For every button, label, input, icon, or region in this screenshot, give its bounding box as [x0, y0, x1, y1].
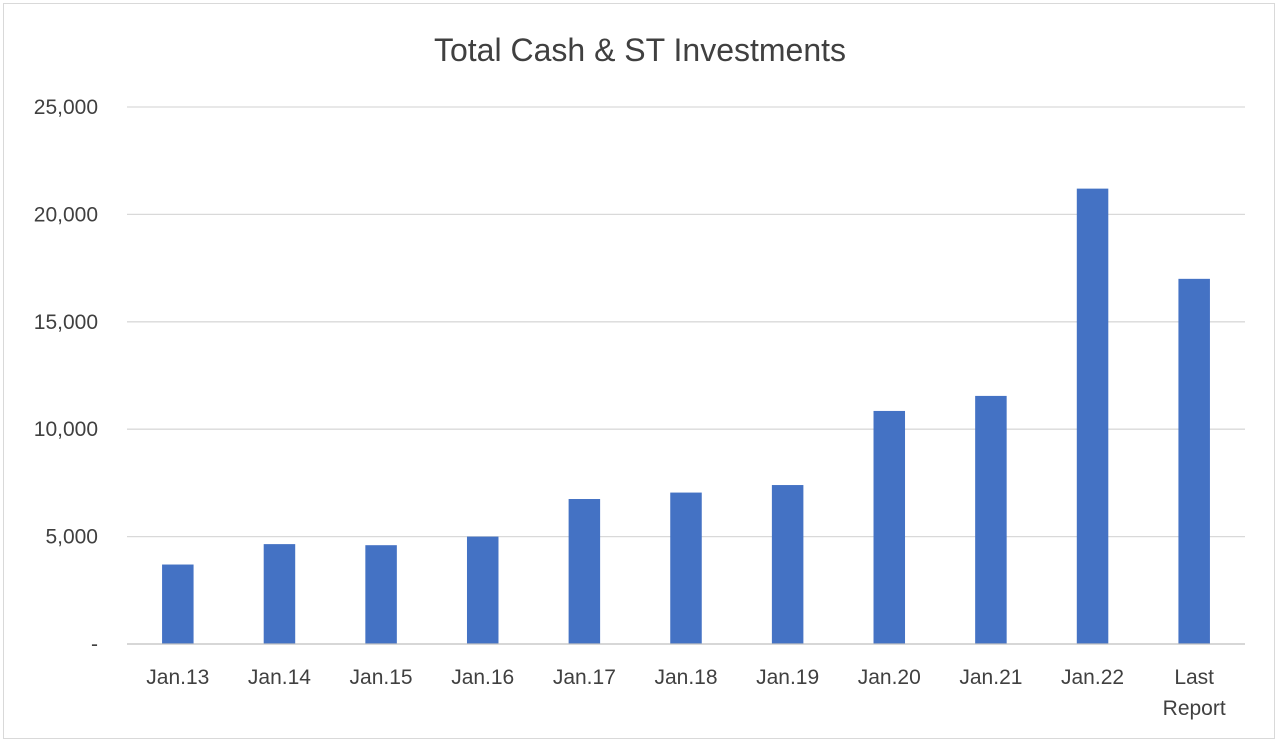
bar [771, 485, 804, 644]
x-tick-label: Jan.20 [858, 666, 921, 689]
x-tick-label: Jan.21 [959, 666, 1022, 689]
bars [162, 188, 1210, 644]
y-tick-label: 25,000 [34, 96, 98, 119]
y-tick-label: 5,000 [45, 526, 98, 549]
y-tick-label: 10,000 [34, 418, 98, 441]
gridlines [127, 106, 1245, 538]
bar [1076, 188, 1109, 644]
x-tick-label: Jan.14 [248, 666, 311, 689]
x-tick-label: Jan.17 [553, 666, 616, 689]
bar [1178, 278, 1210, 644]
x-tick-label: Jan.18 [654, 666, 717, 689]
bar [873, 410, 906, 644]
x-tick-label: Jan.16 [451, 666, 514, 689]
y-tick-label: 20,000 [34, 203, 98, 226]
y-tick-label: - [91, 633, 98, 656]
bar-chart: Total Cash & ST Investments - 5,000 10,000… [34, 32, 1245, 720]
x-tick-label: Jan.19 [756, 666, 819, 689]
chart-title: Total Cash & ST Investments [434, 32, 846, 68]
bar [162, 564, 194, 644]
bar [365, 545, 397, 644]
x-axis-tick-labels: Jan.13 Jan.14 Jan.15 Jan.16 Jan.17 Jan.18 Jan.… [146, 666, 1226, 720]
x-tick-label: Last Report [1163, 666, 1226, 720]
bar [670, 492, 702, 644]
x-tick-label: Jan.15 [350, 666, 413, 689]
bar [466, 536, 499, 644]
y-axis-tick-labels: - 5,000 10,000 15,000 20,000 25,000 [34, 96, 98, 656]
bar [263, 544, 296, 644]
bar [975, 395, 1007, 644]
chart-frame: Total Cash & ST Investments - 5,000 10,000… [3, 3, 1275, 739]
bar [568, 499, 601, 644]
y-tick-label: 15,000 [34, 311, 98, 334]
x-tick-label: Jan.22 [1061, 666, 1124, 689]
x-tick-label: Jan.13 [146, 666, 209, 689]
